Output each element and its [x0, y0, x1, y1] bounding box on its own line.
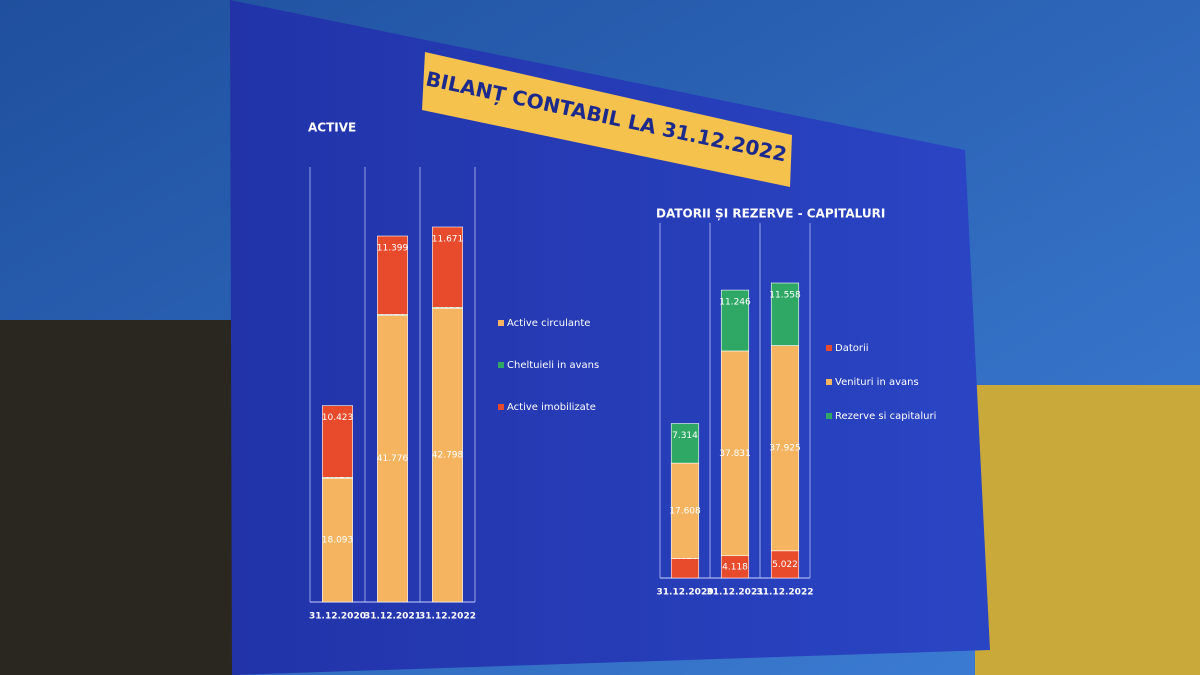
banner: [975, 385, 1200, 675]
legend-swatch: [498, 320, 504, 326]
x-tick-label: 31.12.2021: [364, 612, 421, 622]
data-label: 18.093: [322, 535, 354, 545]
data-label: 11.558: [769, 291, 801, 301]
data-label: 42.798: [432, 450, 464, 460]
bar-segment: [377, 314, 408, 603]
bar-segment: [770, 345, 800, 552]
legend-label: Rezerve si capitaluri: [835, 411, 936, 422]
bar-segment: [770, 550, 800, 579]
bar-segment: [670, 423, 700, 464]
x-tick-label: 31.12.2022: [757, 588, 814, 598]
data-label: 5.022: [772, 560, 798, 570]
bar-segment: [720, 350, 750, 557]
legend-swatch: [826, 345, 832, 351]
data-label: 4.118: [722, 562, 748, 572]
data-label: 7.314: [672, 431, 698, 441]
data-label: 37.831: [719, 449, 751, 459]
data-label: 11.399: [377, 244, 409, 254]
bar-segment: [770, 282, 800, 346]
chart-title: DATORII ȘI REZERVE - CAPITALURI: [656, 207, 885, 221]
x-tick-label: 31.12.2020: [309, 612, 366, 622]
bar-segment: [322, 405, 353, 478]
title-banner: [422, 52, 792, 187]
legend-label: Venituri in avans: [835, 377, 919, 388]
legend-swatch: [826, 379, 832, 385]
legend-swatch: [498, 362, 504, 368]
chart-title: ACTIVE: [308, 121, 356, 135]
legend-label: Datorii: [835, 343, 869, 354]
data-label: 11.246: [719, 298, 751, 308]
data-label: 17.608: [669, 506, 701, 516]
bar-segment: [432, 226, 463, 308]
bar-segment: [720, 289, 750, 352]
data-label: 37.925: [769, 444, 801, 454]
x-tick-label: 31.12.2021: [707, 588, 764, 598]
data-label: 41.776: [377, 454, 409, 464]
x-tick-label: 31.12.2022: [419, 612, 476, 622]
bar-segment: [670, 462, 700, 559]
data-label: 10.423: [322, 413, 354, 423]
bar-segment: [377, 235, 408, 315]
legend-swatch: [826, 413, 832, 419]
legend-label: Active imobilizate: [507, 402, 596, 413]
x-tick-label: 31.12.2020: [657, 588, 714, 598]
data-label: 11.671: [432, 235, 464, 245]
legend-label: Active circulante: [507, 318, 590, 329]
wall: [0, 320, 240, 675]
legend-label: Cheltuieli in avans: [507, 360, 599, 371]
legend-swatch: [498, 404, 504, 410]
